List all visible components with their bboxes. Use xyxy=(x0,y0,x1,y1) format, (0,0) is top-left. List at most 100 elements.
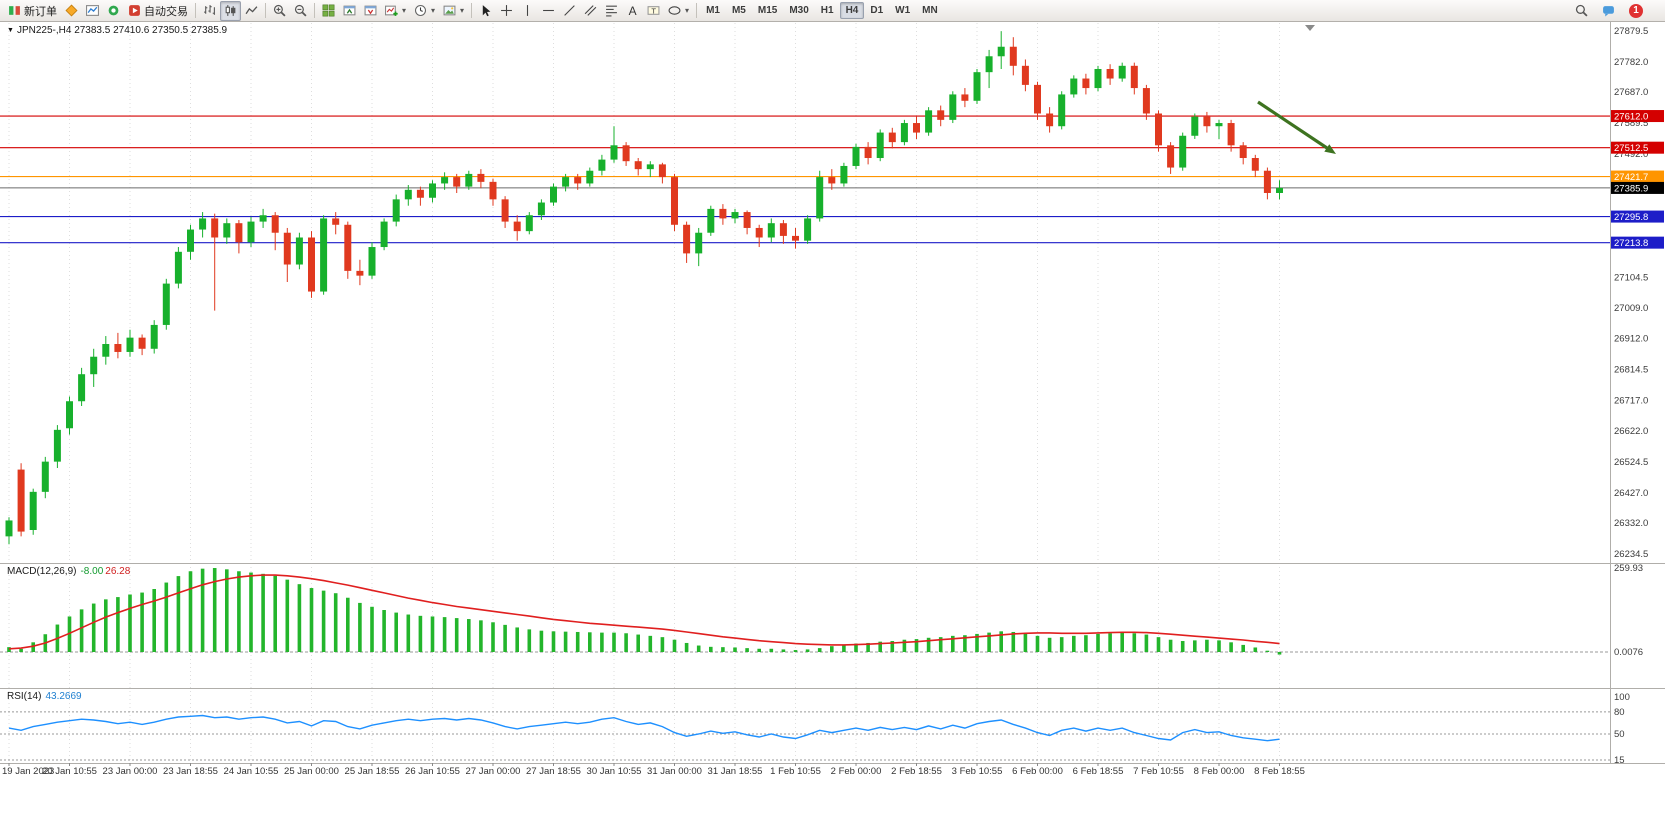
periods-icon xyxy=(414,4,427,17)
profiles-button[interactable] xyxy=(82,1,103,21)
symbol-dropdown-icon[interactable]: ▼ xyxy=(7,27,14,34)
rsi-name: RSI(14) xyxy=(7,691,42,702)
tile-windows-button[interactable] xyxy=(318,1,339,21)
news-button[interactable] xyxy=(103,1,124,21)
svg-text:27879.5: 27879.5 xyxy=(1614,26,1648,37)
bar-chart-mode-icon xyxy=(204,5,215,15)
svg-text:26332.0: 26332.0 xyxy=(1614,518,1648,529)
svg-text:27492.0: 27492.0 xyxy=(1614,149,1648,160)
trendline-button[interactable] xyxy=(559,1,580,21)
timeframe-H1[interactable]: H1 xyxy=(820,5,834,16)
notifications-button[interactable]: 1 xyxy=(1625,1,1647,21)
svg-text:7 Feb 10:55: 7 Feb 10:55 xyxy=(1133,766,1184,777)
chart-shift-button[interactable] xyxy=(360,1,381,21)
shapes-button[interactable]: ▾ xyxy=(664,1,693,21)
toolbar-separator xyxy=(314,3,315,18)
macd-axis: 259.93 0.0076 xyxy=(1614,563,1643,658)
timeframe-H4[interactable]: H4 xyxy=(839,2,865,19)
bar-chart-mode-button[interactable] xyxy=(199,1,220,21)
svg-text:259.93: 259.93 xyxy=(1614,563,1643,574)
indicators-button[interactable]: ▾ xyxy=(381,1,410,21)
svg-text:27385.9: 27385.9 xyxy=(1614,183,1648,194)
toolbar: 新订单 自动交易 ▾ ▾ ▾ A T ▾ M1 M5 M15 M30 H1 H4 D1 W1 MN 1 xyxy=(0,0,1665,22)
toolbar-separator xyxy=(471,3,473,18)
svg-text:26912.0: 26912.0 xyxy=(1614,334,1648,345)
chart-shift-marker[interactable] xyxy=(1305,25,1315,31)
templates-button[interactable]: ▾ xyxy=(439,1,468,21)
zoom-out-button[interactable] xyxy=(290,1,311,21)
svg-text:26524.5: 26524.5 xyxy=(1614,457,1648,468)
svg-text:23 Jan 00:00: 23 Jan 00:00 xyxy=(103,766,158,777)
svg-text:27 Jan 00:00: 27 Jan 00:00 xyxy=(466,766,521,777)
svg-text:25 Jan 18:55: 25 Jan 18:55 xyxy=(345,766,400,777)
svg-text:80: 80 xyxy=(1614,707,1625,718)
mql5-market-button[interactable] xyxy=(61,1,82,21)
svg-text:27 Jan 18:55: 27 Jan 18:55 xyxy=(526,766,581,777)
horizontal-line-button[interactable] xyxy=(538,1,559,21)
price-axis[interactable]: 27879.5 27782.0 27687.0 27589.5 27492.0 27104… xyxy=(1614,26,1648,560)
chart-title: ▼ JPN225-,H4 27383.5 27410.6 27350.5 2738… xyxy=(7,25,227,36)
svg-text:100: 100 xyxy=(1614,692,1630,703)
toolbar-separator xyxy=(195,3,196,18)
shapes-icon xyxy=(668,6,681,15)
equidistant-channel-button[interactable] xyxy=(580,1,601,21)
svg-text:6 Feb 18:55: 6 Feb 18:55 xyxy=(1073,766,1124,777)
auto-trading-button[interactable]: 自动交易 xyxy=(124,1,192,21)
macd-histogram xyxy=(7,568,1282,655)
svg-text:A: A xyxy=(629,4,637,17)
toolbar-separator xyxy=(265,3,266,18)
line-chart-mode-button[interactable] xyxy=(241,1,262,21)
templates-dropdown-icon[interactable]: ▾ xyxy=(460,6,465,15)
rsi-indicator-label: RSI(14) 43.2669 xyxy=(7,691,82,702)
timeframe-M1[interactable]: M1 xyxy=(706,5,720,16)
cursor-button[interactable] xyxy=(475,1,496,21)
notification-badge: 1 xyxy=(1629,3,1643,18)
timeframe-M5[interactable]: M5 xyxy=(731,5,746,16)
svg-text:15: 15 xyxy=(1614,755,1625,766)
rsi-axis: 100 80 50 15 xyxy=(1614,692,1630,766)
fibonacci-retracement-button[interactable] xyxy=(601,1,622,21)
new-order-label: 新订单 xyxy=(24,5,57,18)
chat-button[interactable] xyxy=(1598,1,1619,21)
svg-text:50: 50 xyxy=(1614,729,1625,740)
text-label-button[interactable]: T xyxy=(643,1,664,21)
new-chart-button[interactable] xyxy=(339,1,360,21)
search-button[interactable] xyxy=(1571,1,1592,21)
mql5-market-icon xyxy=(65,4,78,17)
candlestick-mode-button[interactable] xyxy=(220,0,241,21)
svg-text:26427.0: 26427.0 xyxy=(1614,488,1648,499)
svg-text:3 Feb 10:55: 3 Feb 10:55 xyxy=(952,766,1003,777)
new-order-button[interactable]: 新订单 xyxy=(4,1,61,21)
text-button[interactable]: A xyxy=(622,1,643,21)
zoom-in-button[interactable] xyxy=(269,1,290,21)
timeframe-M15[interactable]: M15 xyxy=(757,5,778,16)
svg-text:26234.5: 26234.5 xyxy=(1614,549,1648,560)
chart-canvas[interactable]: 27879.5 27782.0 27687.0 27589.5 27492.0 27104… xyxy=(0,22,1665,832)
panel-frame xyxy=(0,22,1665,764)
svg-text:27687.0: 27687.0 xyxy=(1614,87,1648,98)
timeframe-MN[interactable]: MN xyxy=(922,5,938,16)
timeframe-W1[interactable]: W1 xyxy=(895,5,911,16)
svg-text:27589.5: 27589.5 xyxy=(1614,118,1648,129)
periods-dropdown-icon[interactable]: ▾ xyxy=(431,6,436,15)
indicators-dropdown-icon[interactable]: ▾ xyxy=(402,6,407,15)
svg-text:27213.8: 27213.8 xyxy=(1614,238,1648,249)
periods-button[interactable]: ▾ xyxy=(410,1,439,21)
chart-shift-icon xyxy=(364,5,377,16)
templates-icon xyxy=(443,5,456,16)
svg-text:27009.0: 27009.0 xyxy=(1614,303,1648,314)
vertical-line-button[interactable] xyxy=(517,1,538,21)
crosshair-button[interactable] xyxy=(496,1,517,21)
trend-arrow-annotation[interactable] xyxy=(1257,100,1336,154)
text-icon: A xyxy=(629,4,637,17)
svg-text:31 Jan 18:55: 31 Jan 18:55 xyxy=(708,766,763,777)
svg-text:27782.0: 27782.0 xyxy=(1614,57,1648,68)
rsi-value: 43.2669 xyxy=(45,691,82,702)
vertical-line-icon xyxy=(527,5,529,16)
timeframe-D1[interactable]: D1 xyxy=(870,5,884,16)
shapes-dropdown-icon[interactable]: ▾ xyxy=(685,6,690,15)
timeframe-M30[interactable]: M30 xyxy=(789,5,809,16)
svg-text:20 Jan 10:55: 20 Jan 10:55 xyxy=(42,766,97,777)
